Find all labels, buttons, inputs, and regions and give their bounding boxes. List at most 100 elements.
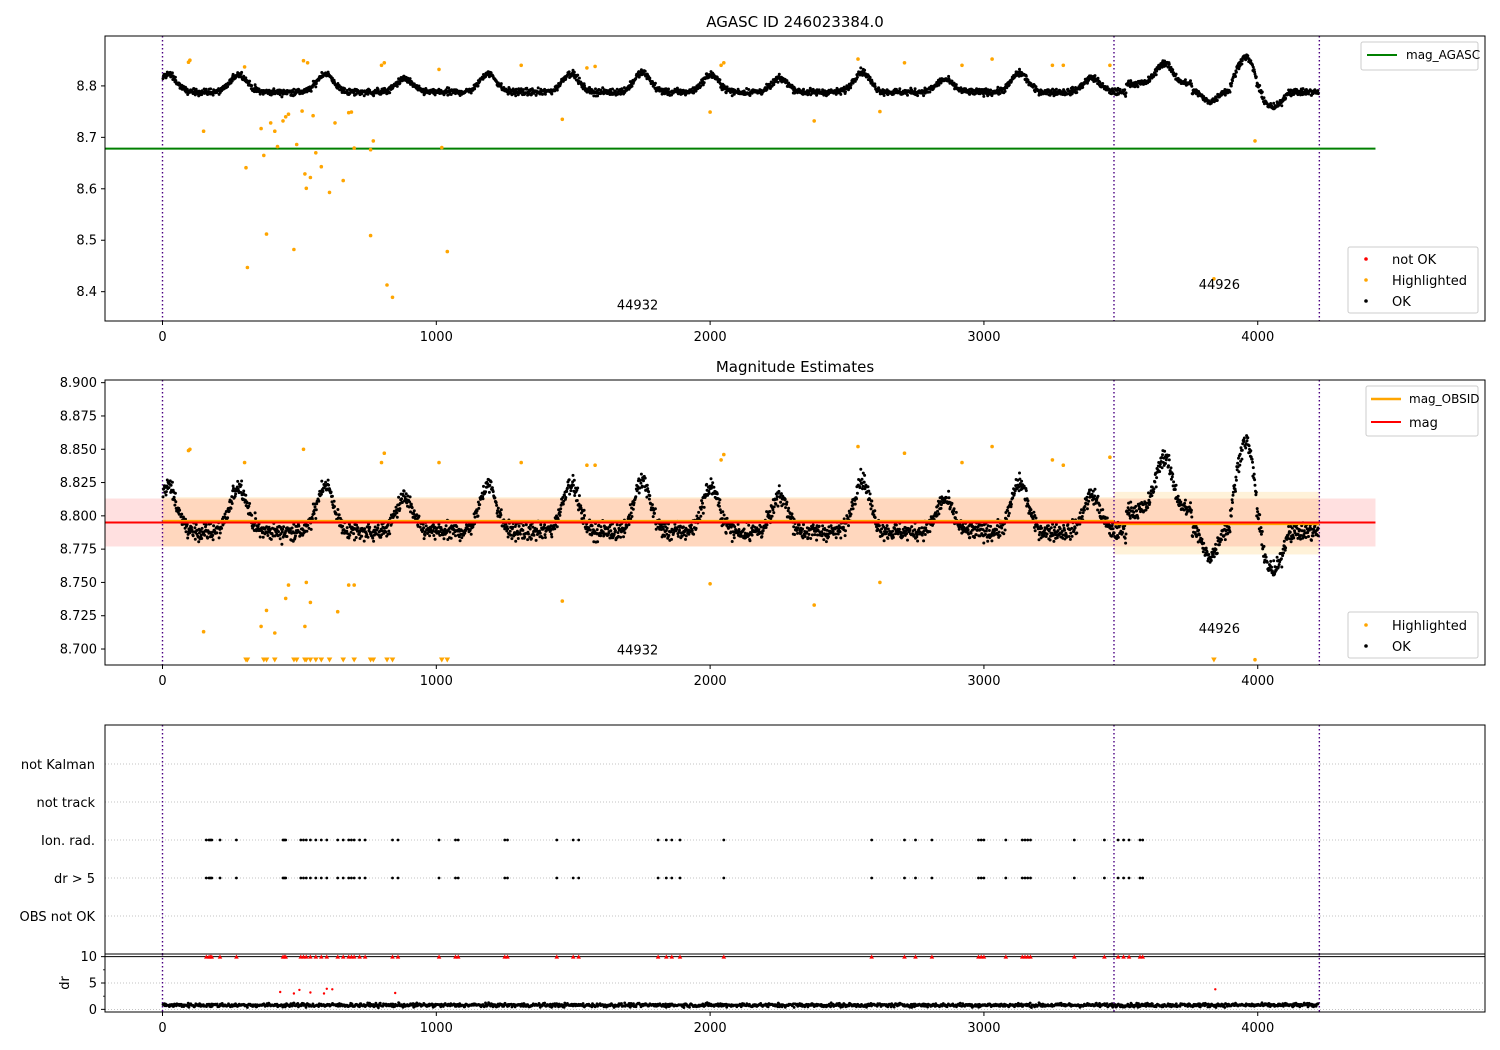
ok-point — [590, 524, 594, 528]
ok-point — [422, 537, 426, 541]
ok-point — [212, 524, 216, 528]
ok-point — [653, 81, 657, 85]
highlighted-point — [314, 151, 318, 155]
x-tick-label: 2000 — [694, 330, 727, 345]
ok-point — [891, 535, 895, 539]
ok-point — [363, 527, 367, 531]
ok-point — [180, 512, 184, 516]
highlighted-point — [259, 126, 263, 131]
ok-point — [230, 502, 234, 505]
ok-point — [715, 492, 719, 496]
ok-point — [376, 526, 380, 530]
ok-point — [667, 87, 670, 91]
ok-point — [250, 84, 254, 88]
ok-point — [227, 509, 231, 513]
ok-point — [481, 497, 485, 501]
ok-point — [601, 86, 605, 90]
ok-point — [748, 539, 752, 543]
ok-point — [811, 523, 815, 527]
ok-point — [321, 489, 325, 493]
ok-point — [722, 513, 726, 517]
ok-point — [476, 514, 480, 518]
ok-point — [200, 537, 204, 540]
ok-point — [417, 514, 421, 518]
highlighted-point — [990, 57, 994, 61]
ok-point — [806, 536, 810, 540]
ok-point — [1003, 89, 1007, 93]
ok-point — [543, 533, 547, 537]
ok-point — [1280, 104, 1284, 108]
ok-point — [694, 526, 698, 530]
ok-point — [1240, 62, 1244, 66]
ok-point — [1093, 74, 1097, 78]
ok-point — [294, 534, 297, 538]
ok-point — [611, 87, 614, 91]
ok-point — [248, 502, 252, 505]
ok-point — [640, 484, 644, 488]
ok-point — [496, 506, 500, 510]
ok-point — [936, 509, 940, 513]
ok-point — [1067, 535, 1071, 538]
ok-point — [330, 76, 334, 80]
ok-point — [1062, 523, 1066, 527]
ok-point — [1262, 96, 1266, 100]
ok-point — [639, 472, 643, 476]
ok-point — [648, 76, 652, 80]
ok-point — [986, 539, 990, 543]
ok-point — [1073, 526, 1077, 530]
ok-point — [787, 506, 791, 510]
ok-point — [240, 70, 244, 74]
ok-point — [408, 77, 412, 81]
ok-point — [317, 499, 321, 503]
ok-point — [790, 512, 794, 516]
ok-point — [1075, 91, 1079, 94]
highlighted-point — [856, 57, 860, 61]
panel-agasc-title: AGASC ID 246023384.0 — [706, 13, 884, 31]
ok-point — [1075, 531, 1079, 535]
ok-point — [458, 539, 462, 543]
ok-point — [803, 535, 807, 538]
ok-point — [1024, 74, 1028, 78]
ok-point — [629, 511, 633, 515]
ok-point — [952, 507, 956, 511]
ok-point — [164, 490, 168, 494]
ok-point — [648, 494, 652, 498]
ok-point — [194, 87, 198, 91]
highlighted-point — [379, 63, 384, 68]
ok-point — [569, 489, 573, 493]
ok-point — [1066, 523, 1070, 527]
ok-point — [733, 525, 737, 529]
ok-point — [619, 535, 623, 539]
ok-point — [1063, 528, 1066, 532]
ok-point — [785, 500, 789, 504]
ok-point — [1215, 98, 1219, 102]
ok-point — [549, 532, 553, 536]
ok-point — [885, 524, 889, 528]
ok-point — [173, 491, 177, 495]
ok-point — [516, 537, 520, 540]
ok-point — [886, 536, 890, 540]
highlighted-point — [593, 64, 597, 69]
ok-point — [718, 78, 722, 82]
ok-point — [368, 525, 372, 529]
ok-point — [863, 473, 867, 477]
ok-point — [1032, 510, 1036, 514]
ok-point — [982, 94, 986, 98]
ok-point — [853, 502, 857, 506]
ok-point — [805, 530, 809, 534]
ok-point — [1007, 511, 1011, 515]
ok-point — [568, 492, 572, 496]
ok-point — [768, 510, 772, 513]
ok-point — [777, 484, 781, 488]
ok-point — [230, 79, 234, 83]
ok-point — [524, 523, 528, 527]
ok-point — [873, 82, 877, 86]
ok-point — [309, 89, 313, 93]
ok-point — [637, 491, 641, 495]
ok-point — [1003, 528, 1007, 532]
legend-ok-top: OK — [1392, 295, 1411, 310]
ok-point — [449, 93, 453, 96]
ok-point — [200, 526, 204, 530]
ok-point — [334, 512, 338, 516]
ok-point — [813, 533, 817, 537]
